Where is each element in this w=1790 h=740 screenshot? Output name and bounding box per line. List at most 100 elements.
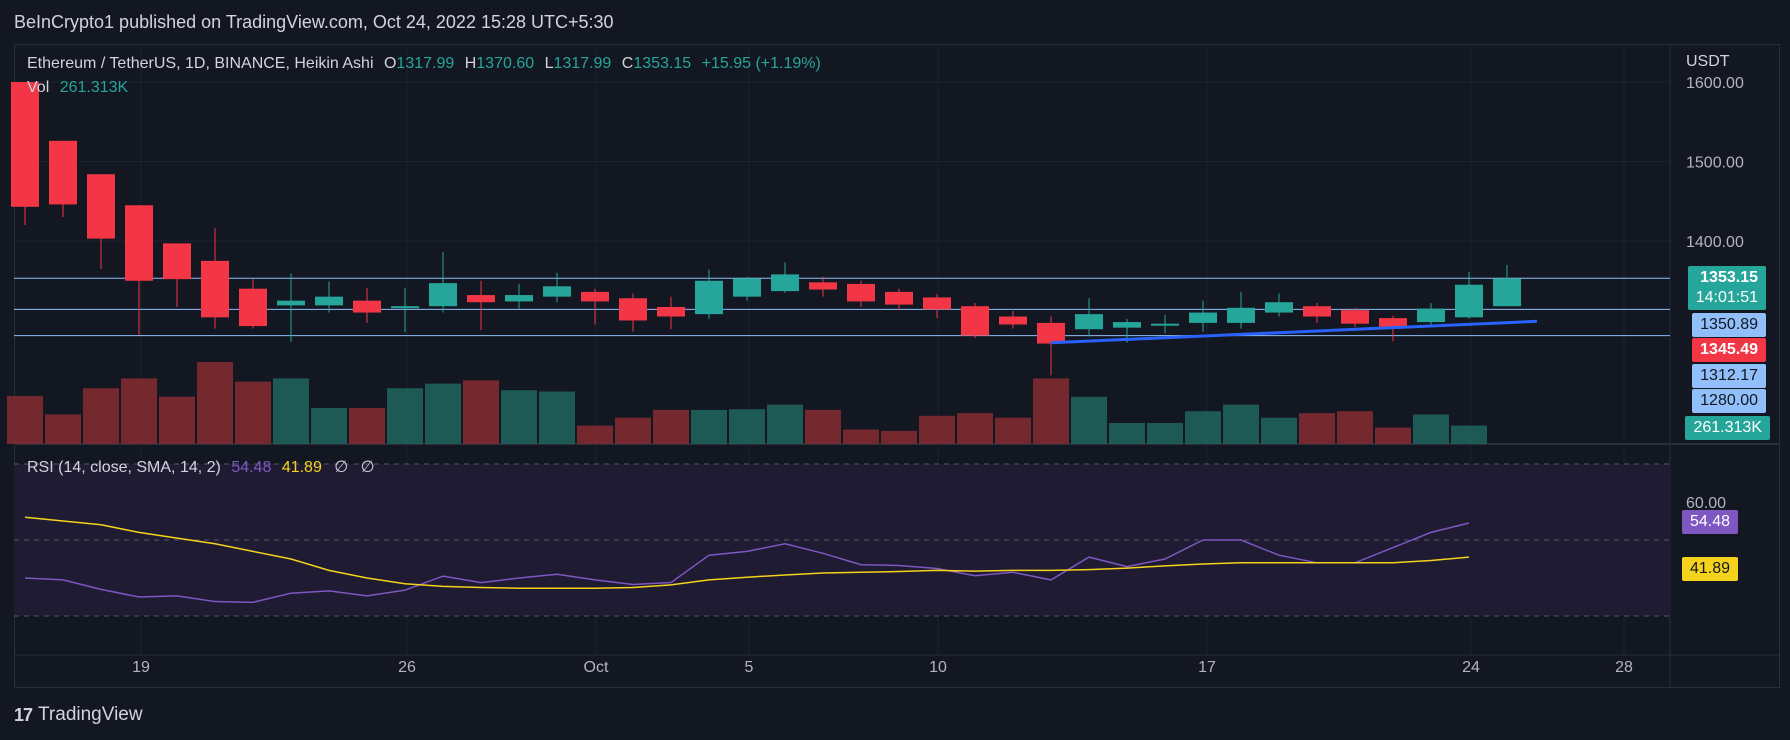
trendline [1050, 319, 1538, 345]
x-tick-6: 24 [1462, 659, 1480, 676]
candle-body-34 [1303, 306, 1331, 317]
rsi-pane [14, 463, 1670, 617]
x-tick-1: 26 [398, 659, 416, 676]
publisher-text: BeInCrypto1 published on TradingView.com… [14, 12, 614, 32]
low-value: 1317.99 [553, 55, 612, 72]
candle-body-35 [1341, 310, 1369, 324]
volume-bar-9 [349, 407, 385, 444]
volume-bar-6 [235, 381, 271, 444]
candle-body-22 [847, 283, 875, 302]
x-tick-4: 10 [929, 659, 947, 676]
candle-body-7 [277, 300, 305, 306]
candle-body-31 [1189, 312, 1217, 323]
volume-bar-3 [121, 378, 157, 444]
hline-tag-1: 1350.89 [1692, 313, 1766, 337]
symbol-legend: Ethereum / TetherUS, 1D, BINANCE, Heikin… [27, 54, 821, 74]
rsi-sma-tag: 41.89 [1681, 557, 1738, 581]
volume-bar-22 [843, 429, 879, 444]
candle-body-5 [201, 260, 229, 318]
rsi-tick: 60.00 [1686, 495, 1726, 512]
volume-bar-38 [1451, 425, 1487, 444]
price-tick-2: 1400.00 [1686, 234, 1744, 251]
candle-body-25 [961, 306, 989, 336]
candle-body-20 [771, 274, 799, 292]
candle-body-2 [87, 174, 115, 239]
candle-body-36 [1379, 318, 1407, 327]
x-tick-3: 5 [745, 659, 754, 676]
volume-bar-13 [501, 390, 537, 444]
candle-body-10 [391, 306, 419, 309]
candle-body-18 [695, 280, 723, 315]
volume-bar-21 [805, 409, 841, 444]
horizontal-lines [14, 277, 1670, 337]
candle-body-37 [1417, 308, 1445, 323]
x-tick-2: Oct [584, 659, 609, 676]
footer-brand[interactable]: 17 TradingView [14, 698, 143, 732]
volume-value: 261.313K [59, 79, 129, 96]
last-price-tag: 1353.15 14:01:51 [1687, 266, 1766, 310]
change-value: +15.95 (+1.19%) [701, 55, 821, 72]
price-tick-0: 1600.00 [1686, 75, 1744, 92]
rsi-line [24, 522, 1470, 604]
close-label: C [621, 55, 634, 72]
candle-body-15 [581, 291, 609, 302]
hline-tag-4: 1280.00 [1692, 389, 1766, 413]
candle-body-29 [1113, 322, 1141, 328]
volume-bar-8 [311, 407, 347, 444]
candle-body-17 [657, 306, 685, 317]
candle-body-39 [1493, 278, 1521, 307]
x-tick-0: 19 [132, 659, 150, 676]
candle-body-19 [733, 278, 761, 297]
x-tick-7: 28 [1615, 659, 1633, 676]
candle-body-28 [1075, 314, 1103, 330]
rsi-label: RSI (14, close, SMA, 14, 2) [27, 459, 221, 476]
volume-bar-20 [767, 404, 803, 444]
candle-body-27 [1037, 322, 1065, 344]
x-tick-5: 17 [1198, 659, 1216, 676]
volume-bar-5 [197, 362, 233, 444]
volume-bar-0 [7, 396, 43, 444]
candle-body-9 [353, 300, 381, 313]
close-value: 1353.15 [633, 55, 692, 72]
candle-body-6 [239, 288, 267, 327]
candle-body-4 [163, 243, 191, 280]
volume-bar-1 [45, 414, 81, 444]
volume-bar-36 [1375, 427, 1411, 444]
rsi-tag: 54.48 [1681, 510, 1738, 534]
candle-body-13 [505, 295, 533, 302]
candle-body-8 [315, 296, 343, 306]
volume-bar-37 [1413, 414, 1449, 444]
volume-bar-30 [1147, 423, 1183, 444]
volume-bar-2 [83, 388, 119, 444]
volume-bar-23 [881, 430, 917, 444]
tradingview-logo: 17 [14, 704, 33, 725]
volume-bar-16 [615, 417, 651, 444]
candles [11, 82, 1521, 376]
candle-body-38 [1455, 284, 1483, 318]
volume-bar-35 [1337, 411, 1373, 444]
volume-bar-19 [729, 409, 765, 444]
volume-bar-17 [653, 409, 689, 444]
volume-bar-11 [425, 383, 461, 444]
hline-tag-3: 1312.17 [1692, 364, 1766, 388]
volume-label: Vol [27, 79, 50, 96]
candle-body-16 [619, 298, 647, 321]
rsi-extra-1: ∅ [334, 459, 349, 476]
volume-bar-10 [387, 388, 423, 444]
volume-bar-33 [1261, 417, 1297, 444]
hline-tag-2: 1345.49 [1692, 338, 1766, 362]
low-label: L [544, 55, 554, 72]
symbol-name: Ethereum / TetherUS, 1D, BINANCE, Heikin… [27, 55, 374, 72]
countdown-value: 14:01:51 [1695, 289, 1758, 306]
candle-body-32 [1227, 307, 1255, 323]
volume-bar-14 [539, 391, 575, 444]
candle-body-26 [999, 316, 1027, 325]
axes: USDT 1600.00 1500.00 1400.00 60.00 19 26 Oct 5 10… [132, 53, 1744, 676]
rsi-sma-legend-value: 41.89 [281, 459, 322, 476]
candle-body-11 [429, 283, 457, 307]
volume-bars [7, 362, 1487, 444]
price-tick-1: 1500.00 [1686, 155, 1744, 172]
volume-bar-32 [1223, 404, 1259, 444]
publisher-bar: BeInCrypto1 published on TradingView.com… [0, 0, 1790, 44]
